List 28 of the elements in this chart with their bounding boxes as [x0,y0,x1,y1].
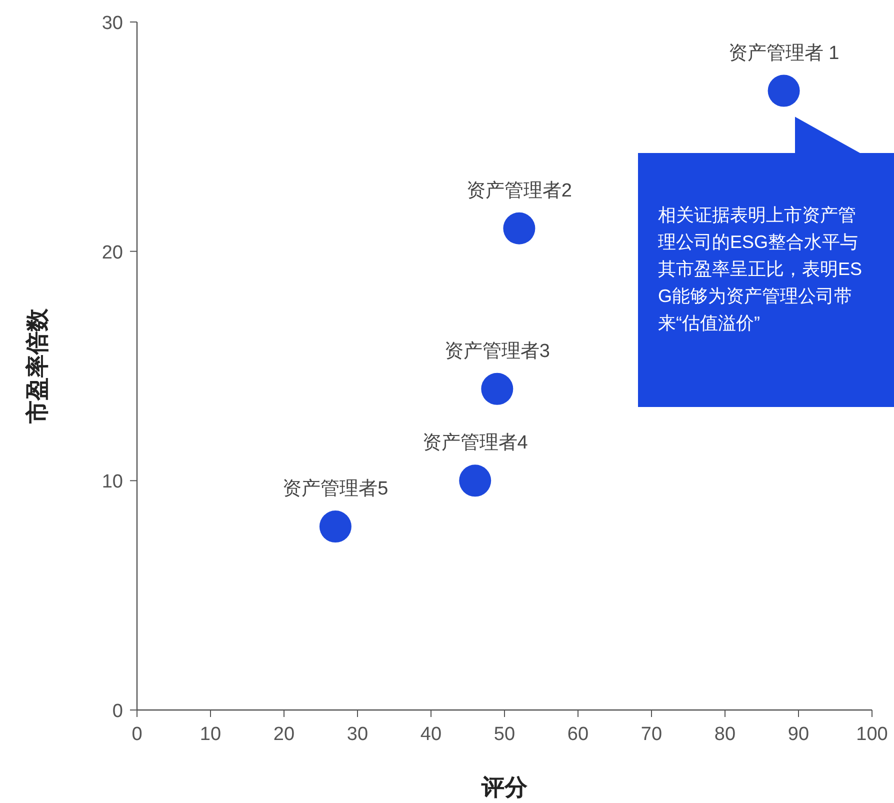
annotation: 资产管理者 1 [728,42,840,64]
annotation: 资产管理者2 [466,180,572,202]
x-tick-label: 100 [856,724,888,745]
x-tick-label: 40 [420,724,442,745]
x-tick-label: 20 [273,724,295,745]
annotation: 资产管理者4 [422,432,528,454]
y-tick-label: 0 [112,701,123,722]
x-tick-label: 60 [567,724,589,745]
x-tick-label: 70 [640,724,662,745]
x-tick-label: 10 [200,724,222,745]
x-tick-label: 0 [132,724,142,745]
point [481,372,514,405]
annotation: 资产管理者5 [282,478,388,500]
x-tick-label: 50 [494,724,516,745]
x-tick-label: 90 [788,724,810,745]
annotation: 资产管理者3 [444,340,550,362]
y-tick-label: 10 [102,472,123,493]
y-axis-title: 市盈率倍数 [24,308,50,424]
x-axis-title: 评分 [480,774,528,800]
annotation: 相关证据表明上市资产管理公司的ESG整合水平与其市盈率呈正比，表明ESG能够为资产管理公司带来“估值溢价” [658,205,862,333]
x-tick-label: 80 [714,724,736,745]
point [503,212,536,244]
x-tick-label: 30 [346,724,368,745]
point [768,74,800,107]
y-tick-label: 30 [102,13,123,34]
point [459,464,492,497]
point [319,510,352,543]
y-tick-label: 20 [102,242,123,264]
